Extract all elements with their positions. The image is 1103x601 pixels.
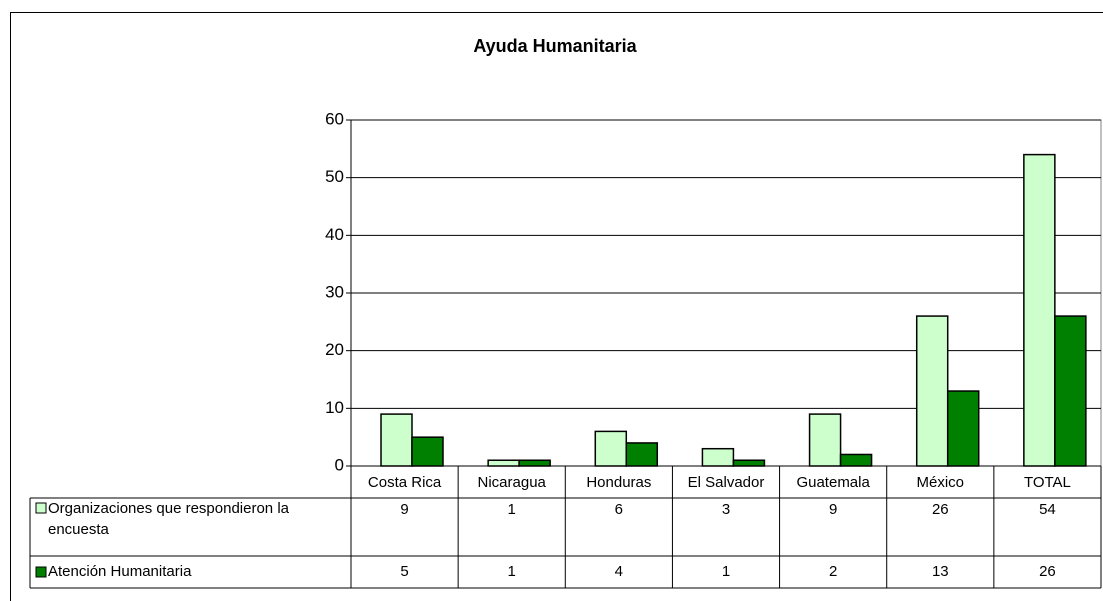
y-tick-label: 20	[325, 340, 344, 359]
bar	[594, 430, 628, 467]
legend-swatch	[35, 502, 47, 514]
x-tick-label: Nicaragua	[478, 474, 547, 491]
chart-title: Ayuda Humanitaria	[473, 36, 637, 56]
table-value: 9	[400, 501, 408, 518]
table-value: 1	[722, 563, 730, 580]
x-tick-label: México	[917, 474, 965, 491]
x-tick-label: Honduras	[586, 474, 651, 491]
legend-swatch	[35, 566, 47, 578]
bar	[701, 447, 735, 467]
table-value: 26	[932, 501, 949, 518]
table-value: 1	[508, 563, 516, 580]
bar	[732, 459, 766, 467]
bar	[518, 459, 551, 467]
bar	[487, 459, 520, 467]
bar	[1023, 153, 1056, 467]
x-tick-label: TOTAL	[1024, 474, 1071, 491]
y-tick-label: 0	[335, 455, 344, 474]
bar	[839, 453, 873, 467]
x-tick-label: Guatemala	[796, 474, 870, 491]
table-value: 26	[1039, 563, 1056, 580]
legend-label: Atención Humanitaria	[48, 563, 192, 580]
table-value: 54	[1039, 501, 1056, 518]
table-value: 13	[932, 563, 949, 580]
bar	[380, 413, 413, 467]
bar	[411, 436, 444, 467]
bar	[946, 390, 980, 467]
table-value: 1	[508, 501, 516, 518]
bar	[915, 315, 949, 467]
table-value: 6	[615, 501, 623, 518]
x-tick-label: Costa Rica	[368, 474, 442, 491]
legend-label-box: Atención Humanitaria	[48, 563, 192, 580]
y-tick-label: 40	[325, 225, 344, 244]
table-value: 5	[400, 563, 408, 580]
y-tick-label: 10	[325, 398, 344, 417]
table-value: 3	[722, 501, 730, 518]
legend-label: Organizaciones que respondieron la encue…	[48, 500, 289, 538]
legend-label-box: Organizaciones que respondieron la encue…	[48, 500, 289, 538]
bar	[808, 413, 842, 467]
y-tick-label: 50	[325, 167, 344, 186]
x-tick-label: El Salvador	[688, 474, 765, 491]
y-tick-label: 30	[325, 282, 344, 301]
table-value: 2	[829, 563, 837, 580]
bar	[625, 442, 659, 467]
table-value: 9	[829, 501, 837, 518]
table-value: 4	[615, 563, 623, 580]
bar	[1054, 315, 1087, 467]
y-tick-label: 60	[325, 109, 344, 128]
